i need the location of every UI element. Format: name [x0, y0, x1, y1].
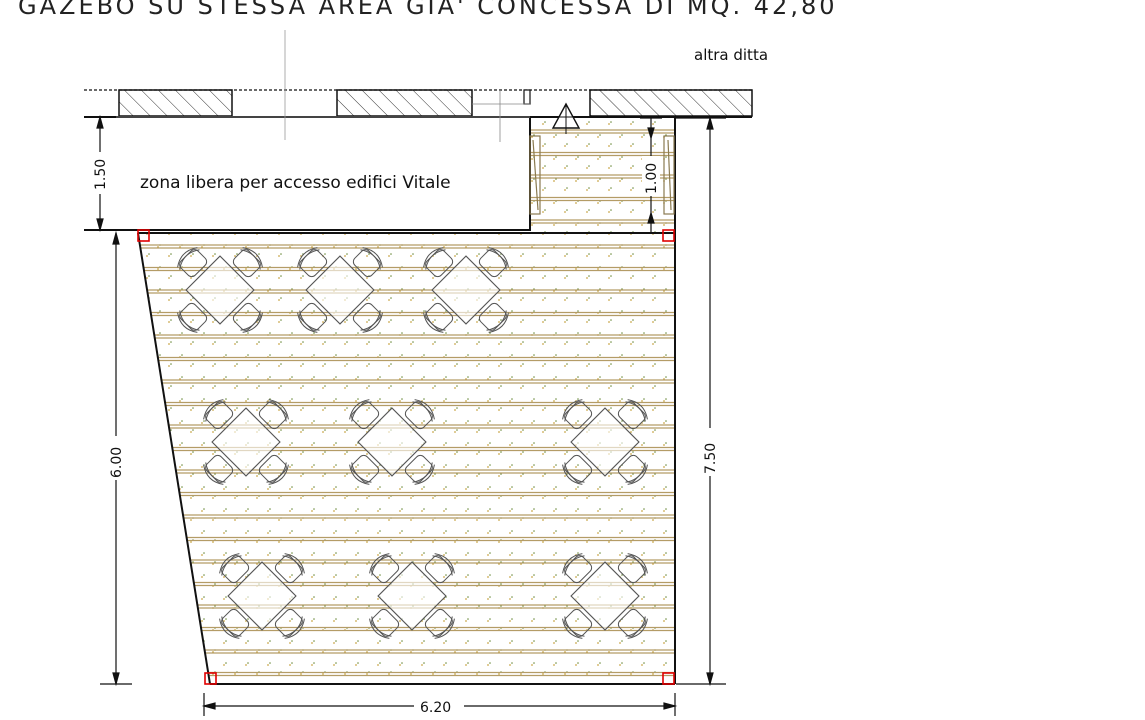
neighbor-label: altra ditta [694, 46, 768, 64]
axis-lines [100, 30, 530, 140]
dim-label-right-main: 7.50 [703, 443, 719, 474]
hatched-wall-segment [119, 90, 232, 116]
dim-label-left-main: 6.00 [109, 447, 125, 478]
free-access-zone: zona libera per accesso edifici Vitale [84, 118, 530, 230]
hatched-wall-segment [590, 90, 752, 116]
dim-label-left-top: 1.50 [93, 159, 109, 190]
dim-label-bottom: 6.20 [420, 700, 451, 716]
free-zone-label: zona libera per accesso edifici Vitale [140, 173, 451, 193]
drawing-title: GAZEBO SU STESSA AREA GIA' CONCESSA DI M… [18, 0, 838, 20]
hatched-wall-segment [337, 90, 472, 116]
dim-label-right-small: 1.00 [644, 163, 660, 194]
